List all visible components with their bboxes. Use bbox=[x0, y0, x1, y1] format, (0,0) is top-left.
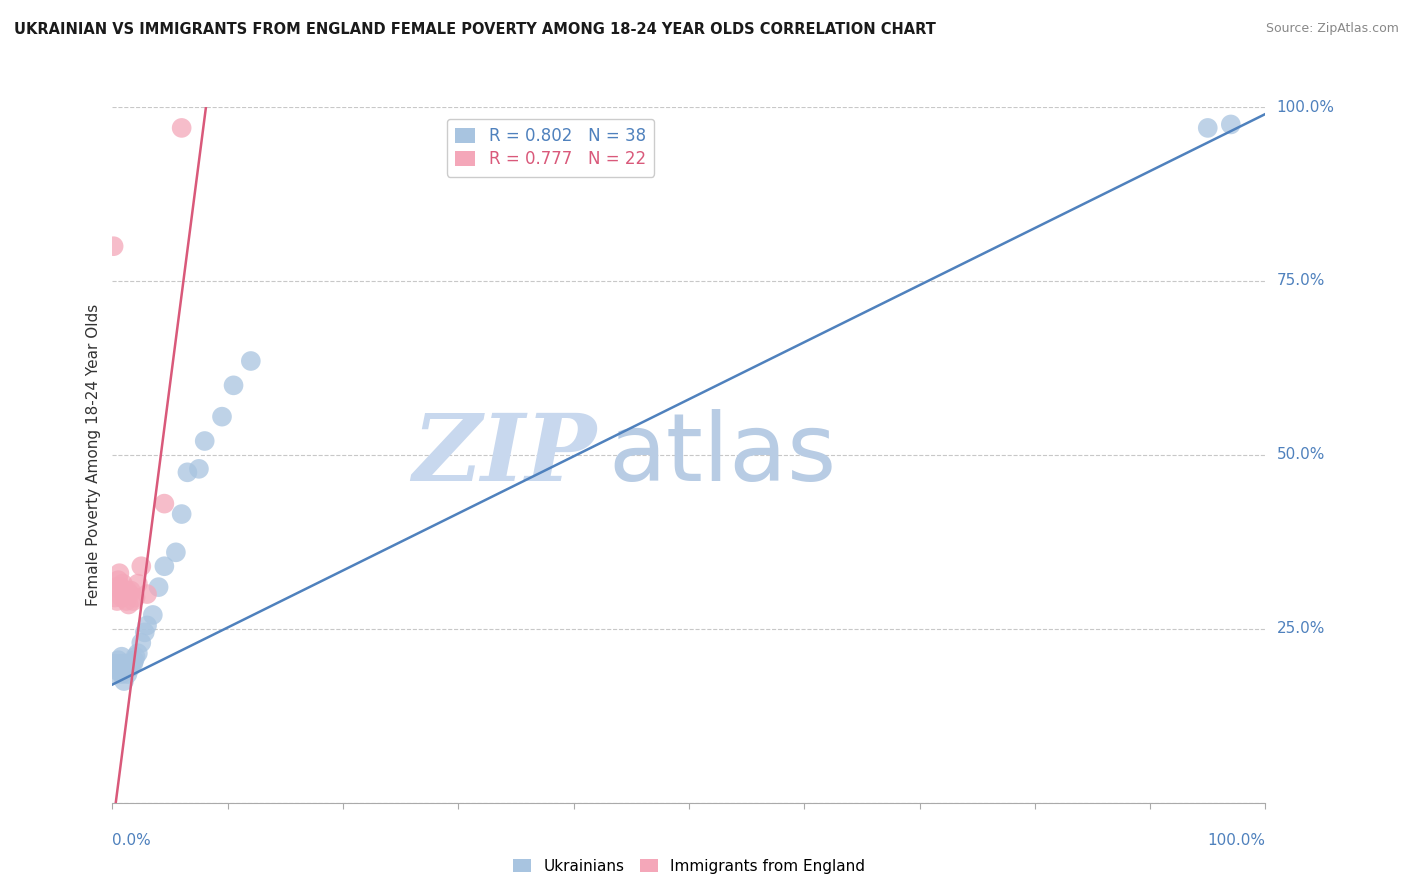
Point bbox=[105, 664, 128, 678]
Point bbox=[129, 559, 153, 574]
Point bbox=[127, 576, 149, 591]
Point bbox=[120, 583, 142, 598]
Point bbox=[122, 657, 145, 671]
Point bbox=[122, 594, 145, 608]
Text: UKRAINIAN VS IMMIGRANTS FROM ENGLAND FEMALE POVERTY AMONG 18-24 YEAR OLDS CORREL: UKRAINIAN VS IMMIGRANTS FROM ENGLAND FEM… bbox=[14, 22, 936, 37]
Legend: R = 0.802   N = 38, R = 0.777   N = 22: R = 0.802 N = 38, R = 0.777 N = 22 bbox=[447, 119, 654, 177]
Text: 75.0%: 75.0% bbox=[1277, 274, 1324, 288]
Point bbox=[107, 573, 129, 587]
Point bbox=[112, 657, 135, 671]
Point bbox=[211, 409, 233, 424]
Point bbox=[142, 607, 165, 622]
Point bbox=[153, 497, 176, 511]
Point bbox=[136, 618, 159, 632]
Point bbox=[105, 594, 128, 608]
Point bbox=[117, 598, 139, 612]
Point bbox=[188, 462, 211, 476]
Point bbox=[115, 657, 138, 671]
Point bbox=[136, 587, 159, 601]
Point bbox=[107, 653, 129, 667]
Point bbox=[104, 591, 127, 605]
Point bbox=[124, 649, 146, 664]
Point bbox=[114, 660, 136, 674]
Point bbox=[148, 580, 170, 594]
Point bbox=[110, 580, 132, 594]
Point bbox=[117, 667, 139, 681]
Y-axis label: Female Poverty Among 18-24 Year Olds: Female Poverty Among 18-24 Year Olds bbox=[86, 304, 101, 606]
Point bbox=[108, 660, 131, 674]
Point bbox=[194, 434, 217, 448]
Point bbox=[103, 660, 125, 674]
Point bbox=[108, 566, 131, 581]
Point bbox=[165, 545, 187, 559]
Point bbox=[115, 594, 138, 608]
Point bbox=[111, 649, 134, 664]
Point bbox=[1219, 117, 1241, 131]
Point bbox=[111, 667, 134, 681]
Point bbox=[1197, 120, 1219, 135]
Text: Source: ZipAtlas.com: Source: ZipAtlas.com bbox=[1265, 22, 1399, 36]
Point bbox=[127, 646, 149, 660]
Point bbox=[104, 667, 127, 681]
Point bbox=[124, 653, 146, 667]
Point bbox=[111, 591, 134, 605]
Point bbox=[120, 660, 142, 674]
Point bbox=[110, 657, 132, 671]
Point bbox=[239, 354, 262, 368]
Point bbox=[103, 239, 125, 253]
Point bbox=[118, 660, 141, 674]
Text: 100.0%: 100.0% bbox=[1277, 100, 1334, 114]
Text: 100.0%: 100.0% bbox=[1208, 833, 1265, 848]
Point bbox=[153, 559, 176, 574]
Point bbox=[111, 660, 134, 674]
Point bbox=[104, 657, 127, 671]
Point bbox=[118, 587, 141, 601]
Text: atlas: atlas bbox=[609, 409, 837, 501]
Point bbox=[111, 576, 134, 591]
Point bbox=[124, 591, 146, 605]
Point bbox=[117, 657, 139, 671]
Point bbox=[176, 466, 198, 480]
Point bbox=[170, 120, 193, 135]
Point bbox=[170, 507, 193, 521]
Text: ZIP: ZIP bbox=[412, 410, 596, 500]
Legend: Ukrainians, Immigrants from England: Ukrainians, Immigrants from England bbox=[506, 853, 872, 880]
Text: 0.0%: 0.0% bbox=[112, 833, 152, 848]
Text: 25.0%: 25.0% bbox=[1277, 622, 1324, 636]
Point bbox=[104, 580, 127, 594]
Point bbox=[117, 583, 139, 598]
Point bbox=[222, 378, 245, 392]
Point bbox=[112, 674, 135, 689]
Point bbox=[134, 625, 156, 640]
Point bbox=[112, 587, 135, 601]
Text: 50.0%: 50.0% bbox=[1277, 448, 1324, 462]
Point bbox=[129, 636, 153, 650]
